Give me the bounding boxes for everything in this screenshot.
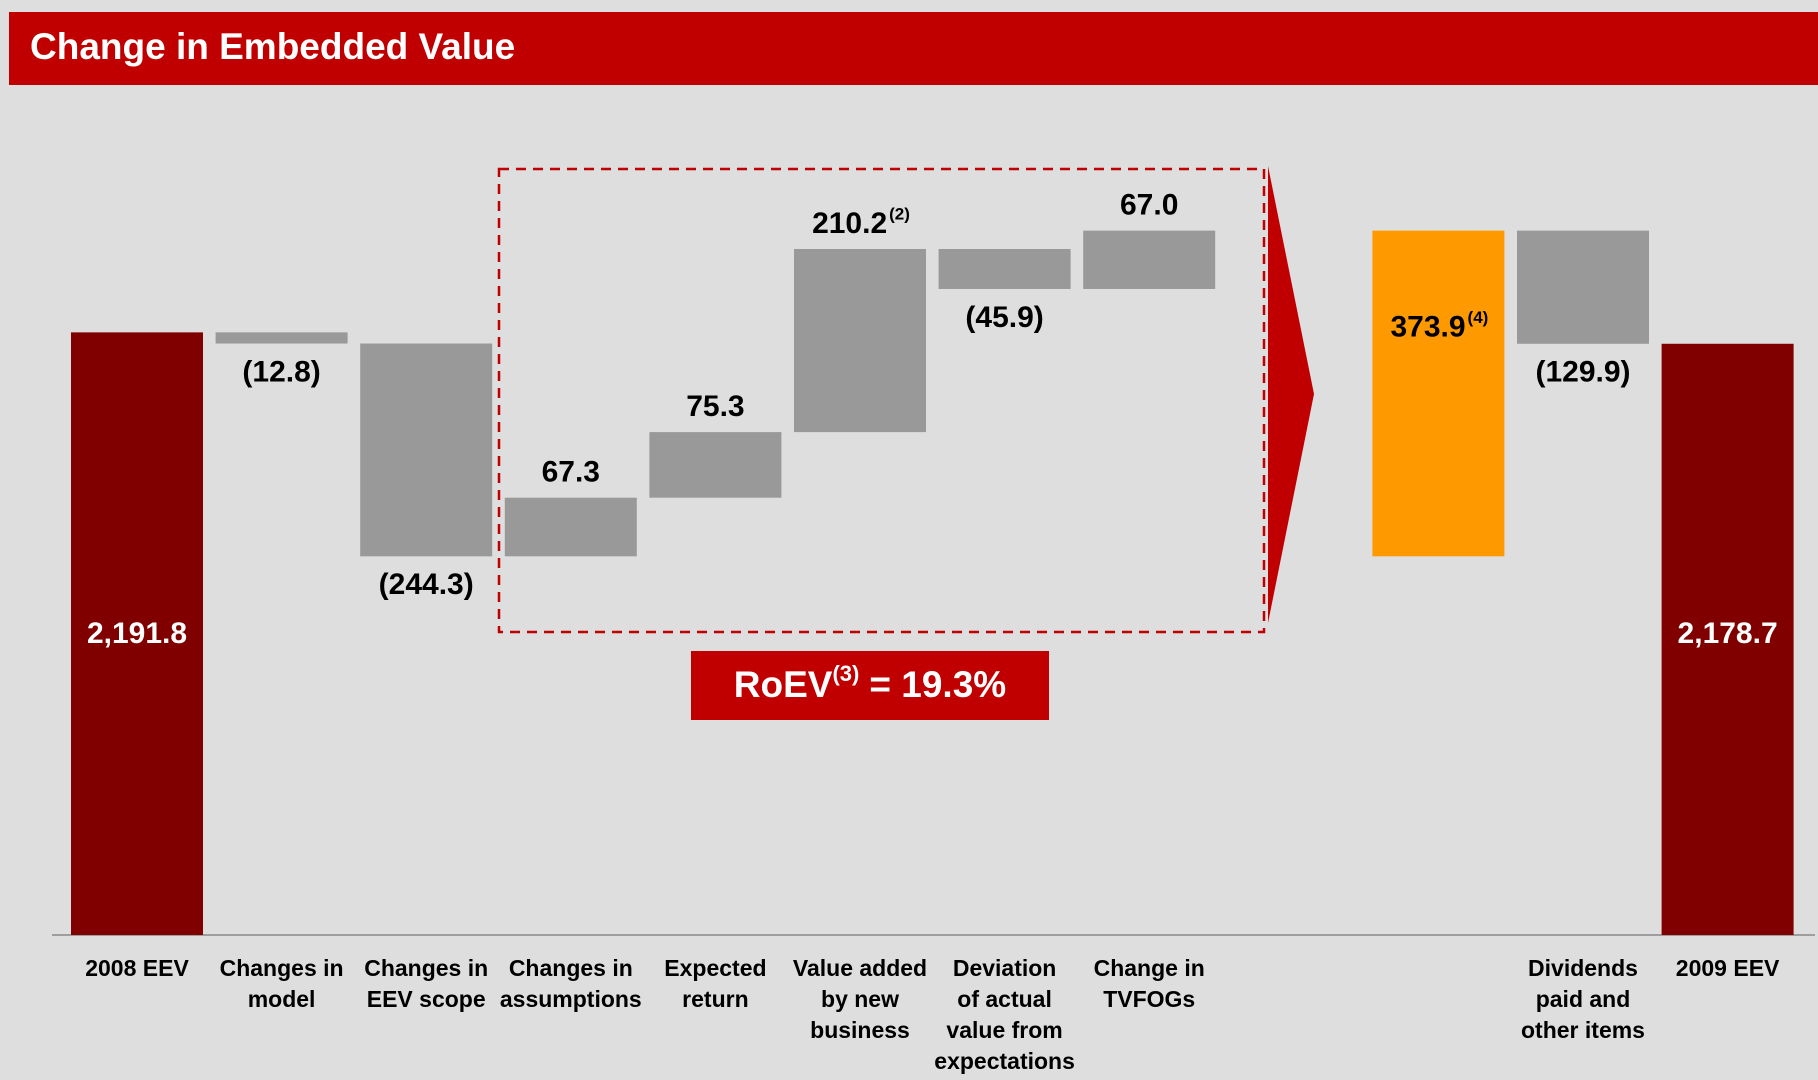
bar (938, 249, 1071, 289)
value-label: 373.9 (1390, 310, 1465, 343)
value-label-note: (4) (1468, 308, 1489, 327)
x-tick-label: 2009 EEV (1676, 955, 1780, 981)
value-label: 67.0 (1120, 189, 1178, 222)
annotation-rest: = 19.3% (869, 664, 1006, 705)
bar (1517, 230, 1649, 344)
arrow (1268, 166, 1314, 623)
group-box (497, 167, 1266, 634)
x-tick-label: expectations (934, 1048, 1075, 1074)
x-tick-label: paid and (1536, 986, 1631, 1012)
annotation: RoEV(3) = 19.3% (734, 661, 1006, 705)
bar (1372, 230, 1505, 557)
bar (649, 432, 782, 498)
x-tick-label: return (682, 986, 748, 1012)
annotation-text: RoEV (734, 664, 833, 705)
value-label: 67.3 (542, 456, 600, 489)
x-tick-label: model (248, 986, 316, 1012)
x-tick-label: EEV scope (367, 986, 486, 1012)
x-tick-label: TVFOGs (1103, 986, 1195, 1012)
x-tick-label: Expected (664, 955, 766, 981)
x-tick-label: Dividends (1528, 955, 1638, 981)
x-tick-label: business (810, 1017, 910, 1043)
x-tick-label: assumptions (500, 986, 642, 1012)
bar (1083, 230, 1216, 289)
x-tick-label: Changes in (220, 955, 344, 981)
bar (504, 497, 637, 557)
value-label: (12.8) (242, 355, 320, 388)
bar (794, 249, 926, 433)
bar (215, 332, 348, 344)
value-label: 2,178.7 (1678, 617, 1778, 650)
bar (1661, 343, 1794, 936)
title-bar (9, 12, 1818, 85)
x-tick-label: Value added (793, 955, 927, 981)
x-tick-label: other items (1521, 1017, 1645, 1043)
annotation-note: (3) (832, 661, 859, 686)
value-label-note: (2) (889, 204, 910, 223)
value-label: (45.9) (965, 301, 1043, 334)
x-tick-label: Changes in (364, 955, 488, 981)
x-tick-label: Deviation (953, 955, 1057, 981)
value-label: 75.3 (686, 390, 744, 423)
value-label: 210.2 (812, 207, 887, 240)
chart-title: Change in Embedded Value (30, 26, 515, 67)
bar (360, 343, 493, 557)
value-label: (129.9) (1535, 356, 1630, 389)
x-tick-label: 2008 EEV (85, 955, 189, 981)
x-tick-label: of actual (957, 986, 1052, 1012)
x-tick-label: value from (946, 1017, 1062, 1043)
bar (71, 332, 203, 935)
x-tick-label: Changes in (509, 955, 633, 981)
value-label: 2,191.8 (87, 617, 187, 650)
x-tick-label: Change in (1094, 955, 1205, 981)
annotation-box (691, 651, 1049, 720)
value-label: (244.3) (379, 568, 474, 601)
x-tick-label: by new (821, 986, 899, 1012)
